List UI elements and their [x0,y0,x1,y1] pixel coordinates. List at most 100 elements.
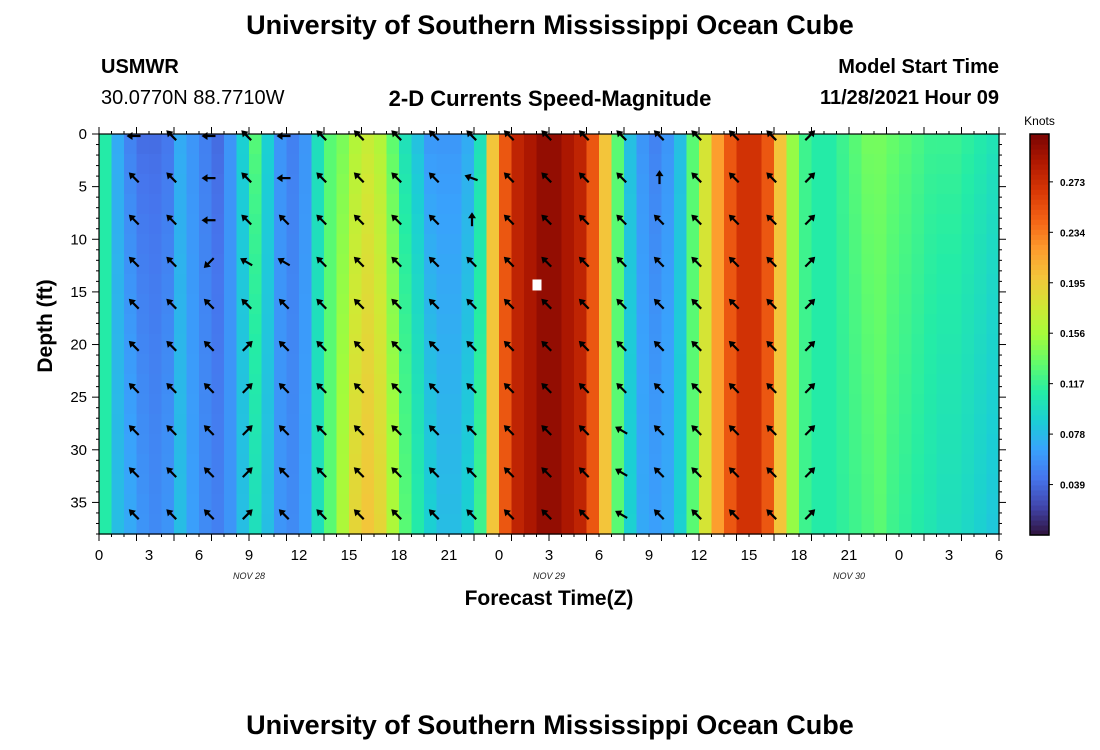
heatmap-cell [724,394,738,415]
current-arrow [203,340,215,352]
y-tick-label: 15 [70,284,87,301]
heatmap-cell [211,274,225,295]
heatmap-cell [799,254,813,275]
current-arrow [728,298,740,310]
heatmap-cell [824,354,838,375]
current-arrow [242,509,253,520]
heatmap-cell [99,234,113,255]
heatmap-cell [386,174,400,195]
heatmap-cell [849,454,863,475]
heatmap-cell [124,134,138,155]
heatmap-cell [424,474,438,495]
heatmap-cell [361,434,375,455]
heatmap-cell [236,394,250,415]
current-arrow [804,172,816,184]
colorbar-segment [1030,274,1049,280]
heatmap-cell [599,174,613,195]
current-arrow [691,256,702,268]
colorbar-segment [1030,384,1049,391]
heatmap-cell [661,174,675,195]
heatmap-cell [936,134,950,155]
heatmap-cell [274,474,288,495]
heatmap-cell [811,374,825,395]
current-arrow [503,509,515,520]
heatmap-cell [774,314,788,335]
heatmap-cell [411,474,425,495]
heatmap-cell [324,234,338,255]
colorbar-segment [1030,464,1049,471]
heatmap-cell [549,454,563,475]
heatmap-cell [786,234,800,255]
heatmap-cell [874,414,888,435]
heatmap-cell [286,474,300,495]
current-arrow [128,509,140,520]
current-arrow-head [616,298,624,306]
heatmap-cell [836,134,850,155]
current-arrow [166,214,177,226]
heatmap-cell [461,154,475,175]
current-arrow [278,383,290,394]
heatmap-cell [386,494,400,515]
colorbar-segment [1030,294,1049,301]
heatmap-cell [674,454,688,475]
y-tick-label: 10 [70,231,87,248]
heatmap-cell [586,394,600,415]
chart-subtitle: 2-D Currents Speed-Magnitude [388,86,712,111]
heatmap-cell [111,314,125,335]
current-arrow [541,340,552,352]
heatmap-cell [811,414,825,435]
heatmap-cell [599,454,613,475]
current-arrow [391,256,402,268]
current-arrow [353,214,365,226]
heatmap-cell [236,314,250,335]
heatmap-cell [211,294,225,315]
heatmap-cell [224,134,238,155]
heatmap-cell [936,294,950,315]
heatmap-cell [511,234,525,255]
heatmap-cell [936,274,950,295]
heatmap-cell [99,194,113,215]
current-arrow-head [391,467,399,475]
x-tick-label: 6 [995,547,1003,564]
heatmap-cell [111,154,125,175]
heatmap-cell [536,474,550,495]
heatmap-cell [324,134,338,155]
heatmap-cell [849,314,863,335]
heatmap-cell [411,334,425,355]
heatmap-cell [336,234,350,255]
heatmap-cell [486,314,500,335]
current-arrow-head [278,509,286,517]
heatmap-cell [636,194,650,215]
heatmap-cell [224,194,238,215]
x-tick-label: 6 [195,547,203,564]
heatmap-cell [374,294,388,315]
heatmap-cell [561,214,575,235]
heatmap-cell [911,494,925,515]
heatmap-cell [236,174,250,195]
heatmap-cell [511,434,525,455]
heatmap-cell [974,374,988,395]
heatmap-cell [699,134,713,155]
heatmap-cell [986,434,1000,455]
current-arrow [353,256,365,268]
heatmap-cell [649,314,663,335]
heatmap-cell [624,194,638,215]
heatmap-cell [174,434,188,455]
heatmap-cell [161,494,175,515]
heatmap-cell [974,454,988,475]
heatmap-cell [399,134,413,155]
heatmap-cell [886,434,900,455]
current-arrow-head [691,298,699,306]
heatmap-cell [711,254,725,275]
colorbar-segment [1030,184,1049,190]
heatmap-cell [774,194,788,215]
heatmap-cell [686,154,700,175]
current-arrow [203,383,215,394]
current-arrow-head [766,298,774,306]
current-arrow-head [466,467,474,475]
heatmap-cell [399,214,413,235]
heatmap-cell [561,354,575,375]
current-vectors [126,130,816,520]
heatmap-cell [611,314,625,335]
current-arrow [428,172,440,184]
